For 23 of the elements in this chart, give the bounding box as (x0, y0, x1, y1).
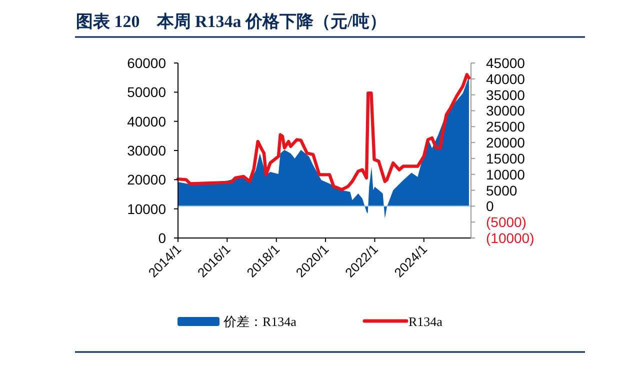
y2-tick-label: 15000 (486, 150, 526, 166)
y2-tick-label: 25000 (486, 118, 526, 135)
y-tick-label: 10000 (127, 200, 166, 217)
y2-tick-label: 30000 (486, 102, 526, 119)
y2-tick-label: 45000 (486, 55, 526, 71)
y-tick-label: 40000 (127, 113, 166, 130)
y2-tick-label: 40000 (486, 70, 526, 87)
y2-tick-label: (10000) (486, 230, 534, 246)
y2-tick-label: 0 (486, 198, 494, 214)
y2-tick-label: 10000 (486, 166, 526, 182)
line-series (176, 73, 471, 192)
chart-title: 图表 120 本周 R134a 价格下降（元/吨） (76, 12, 386, 31)
legend-label: 价差：R134a (222, 314, 297, 329)
legend-label: R134a (408, 314, 443, 329)
y2-tick-label: 20000 (486, 134, 526, 151)
y-tick-label: 0 (158, 230, 166, 246)
y-tick-label: 20000 (127, 172, 166, 188)
y-tick-label: 60000 (127, 55, 166, 71)
y2-tick-label: (5000) (486, 214, 526, 230)
y-tick-label: 50000 (127, 84, 166, 100)
y-tick-label: 30000 (127, 142, 166, 158)
y2-tick-label: 35000 (486, 86, 526, 103)
y2-tick-label: 5000 (486, 182, 518, 198)
